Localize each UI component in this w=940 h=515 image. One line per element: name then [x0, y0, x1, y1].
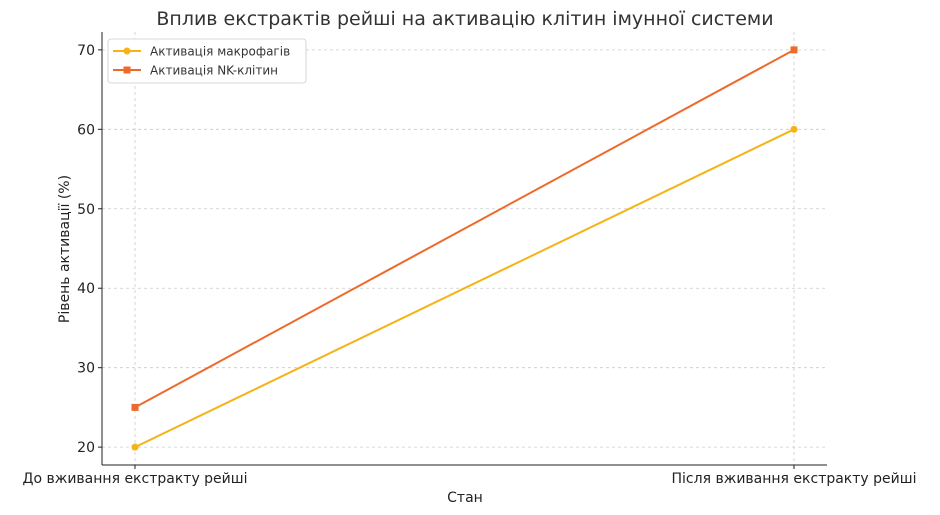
legend-label-1: Активація макрофагів	[150, 45, 290, 59]
y-axis-label: Рівень активації (%)	[57, 175, 73, 323]
legend-label-2: Активація NK-клітин	[150, 64, 278, 78]
legend: Активація макрофагів Активація NK-клітин	[107, 38, 307, 84]
chart-title: Вплив екстрактів рейші на активацію кліт…	[156, 8, 773, 30]
x-tick-label: Після вживання екстракту рейші	[672, 471, 917, 487]
data-point-1-1	[131, 443, 139, 451]
data-point-1-2	[790, 125, 798, 133]
x-tick-label: До вживання екстракту рейші	[23, 471, 248, 487]
data-point-2-1	[131, 403, 139, 411]
y-tick-label: 50	[77, 202, 95, 218]
series-line-1	[134, 128, 795, 449]
grid	[102, 32, 827, 465]
series-lines	[134, 48, 795, 449]
x-ticks: До вживання екстракту рейші Після вживанн…	[23, 465, 917, 487]
y-tick-label: 70	[77, 43, 95, 59]
series-line-2	[134, 48, 795, 409]
legend-box	[107, 38, 307, 84]
y-tick-label: 60	[77, 122, 95, 138]
y-tick-label: 30	[77, 361, 95, 377]
y-tick-label: 20	[77, 440, 95, 456]
legend-marker-1	[123, 47, 131, 55]
series-markers	[131, 46, 798, 451]
y-ticks: 20 30 40 50 60 70	[77, 43, 102, 456]
y-tick-label: 40	[77, 281, 95, 297]
legend-marker-2	[123, 66, 131, 74]
x-axis-label: Стан	[447, 490, 483, 506]
data-point-2-2	[790, 46, 798, 54]
